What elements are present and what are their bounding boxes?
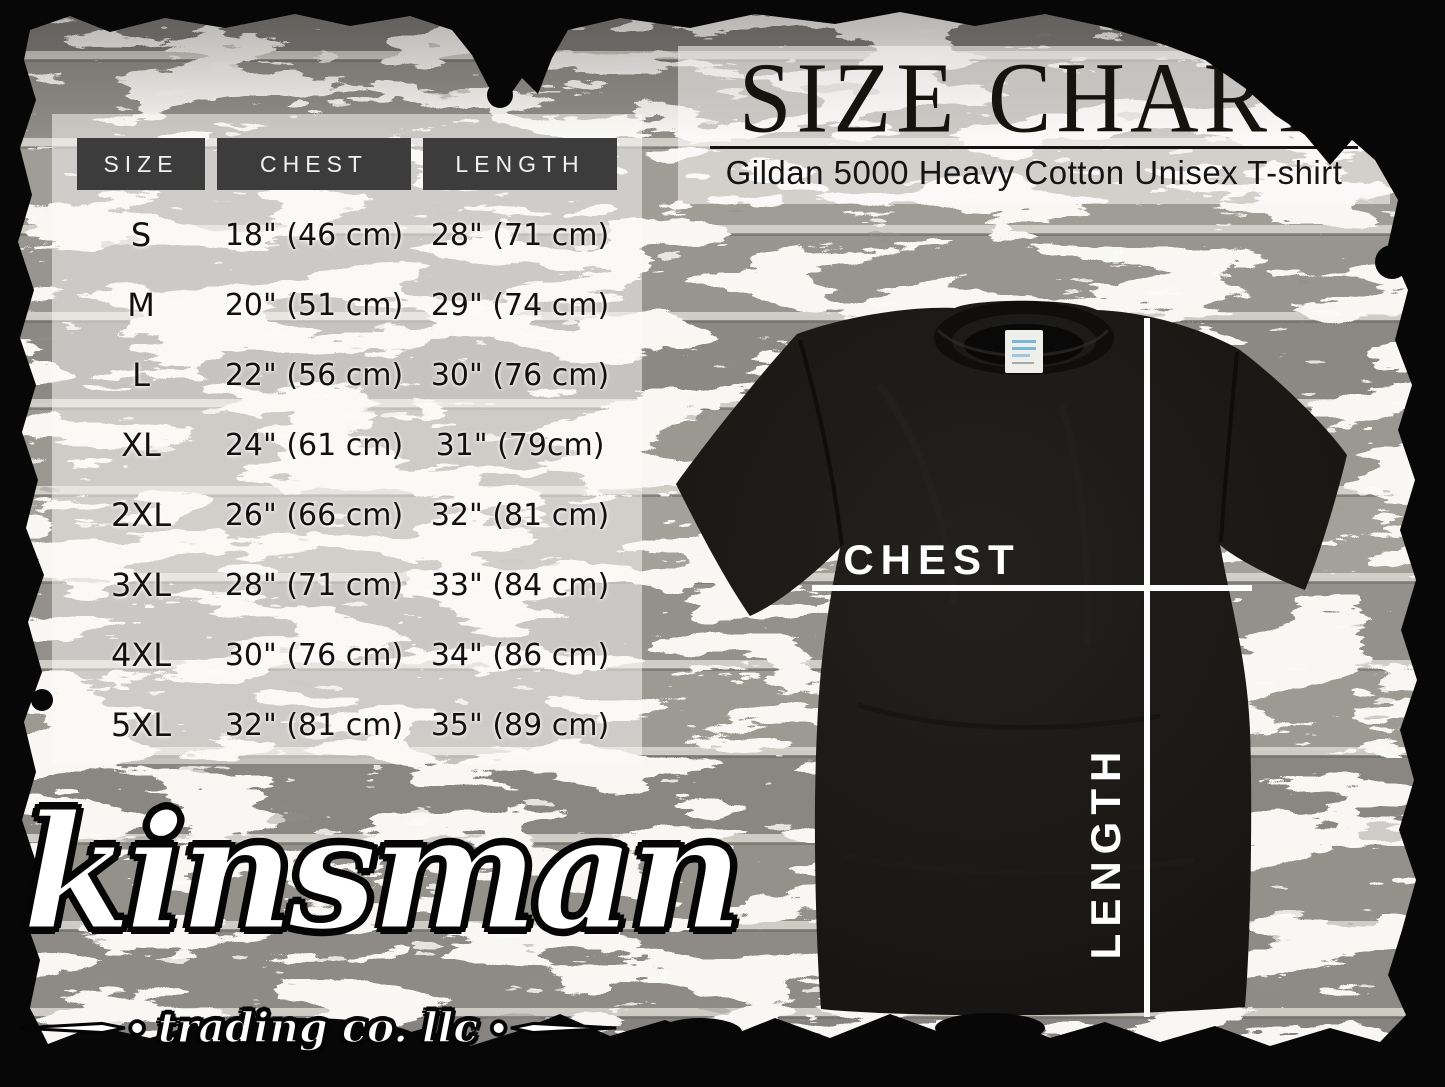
- tshirt-body: [676, 300, 1347, 1016]
- length-line: [1144, 318, 1150, 1017]
- length-label: LENGTH: [1082, 745, 1129, 960]
- neck-tag: [1005, 330, 1043, 373]
- chest-line: [812, 585, 1252, 591]
- chest-label: CHEST: [843, 536, 1020, 583]
